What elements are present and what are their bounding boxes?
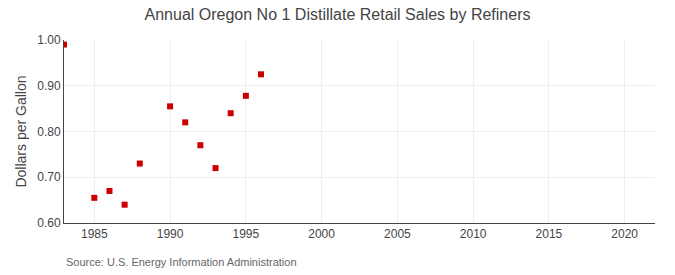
svg-text:2015: 2015 [536,227,563,241]
svg-text:2010: 2010 [460,227,487,241]
svg-text:2020: 2020 [611,227,638,241]
svg-text:1.00: 1.00 [37,33,61,47]
svg-text:2005: 2005 [384,227,411,241]
svg-text:0.80: 0.80 [37,125,61,139]
svg-text:0.60: 0.60 [37,216,61,230]
svg-text:0.70: 0.70 [37,170,61,184]
svg-text:1990: 1990 [157,227,184,241]
svg-text:Source: U.S. Energy Informatio: Source: U.S. Energy Information Administ… [66,256,297,268]
svg-text:Annual Oregon No 1 Distillate: Annual Oregon No 1 Distillate Retail Sal… [145,6,531,23]
svg-text:1985: 1985 [81,227,108,241]
svg-text:2000: 2000 [308,227,335,241]
svg-text:0.90: 0.90 [37,79,61,93]
svg-text:1995: 1995 [232,227,259,241]
svg-text:Dollars per Gallon: Dollars per Gallon [13,75,29,187]
